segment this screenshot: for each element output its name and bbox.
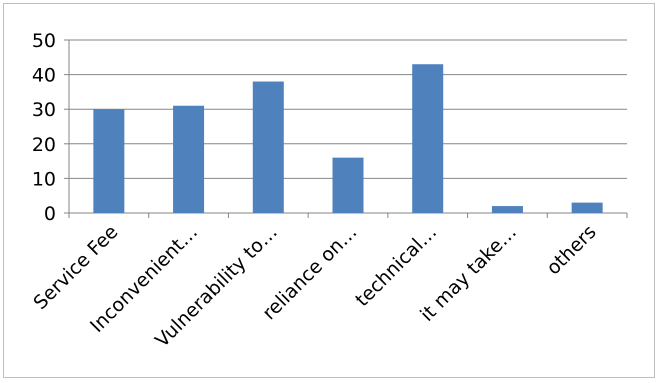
y-tick-label: 20: [32, 134, 56, 156]
y-tick-label: 0: [44, 203, 56, 225]
y-tick-label: 40: [32, 65, 56, 87]
bar: [332, 157, 364, 213]
bar: [491, 206, 523, 213]
bar: [93, 109, 125, 213]
bar: [571, 202, 603, 213]
y-tick-label: 30: [32, 99, 56, 121]
bar: [412, 64, 444, 213]
y-tick-label: 50: [32, 30, 56, 52]
bar: [252, 81, 284, 214]
x-tick-label: others: [542, 221, 600, 279]
y-tick-label: 10: [32, 168, 56, 190]
bar: [173, 105, 205, 213]
